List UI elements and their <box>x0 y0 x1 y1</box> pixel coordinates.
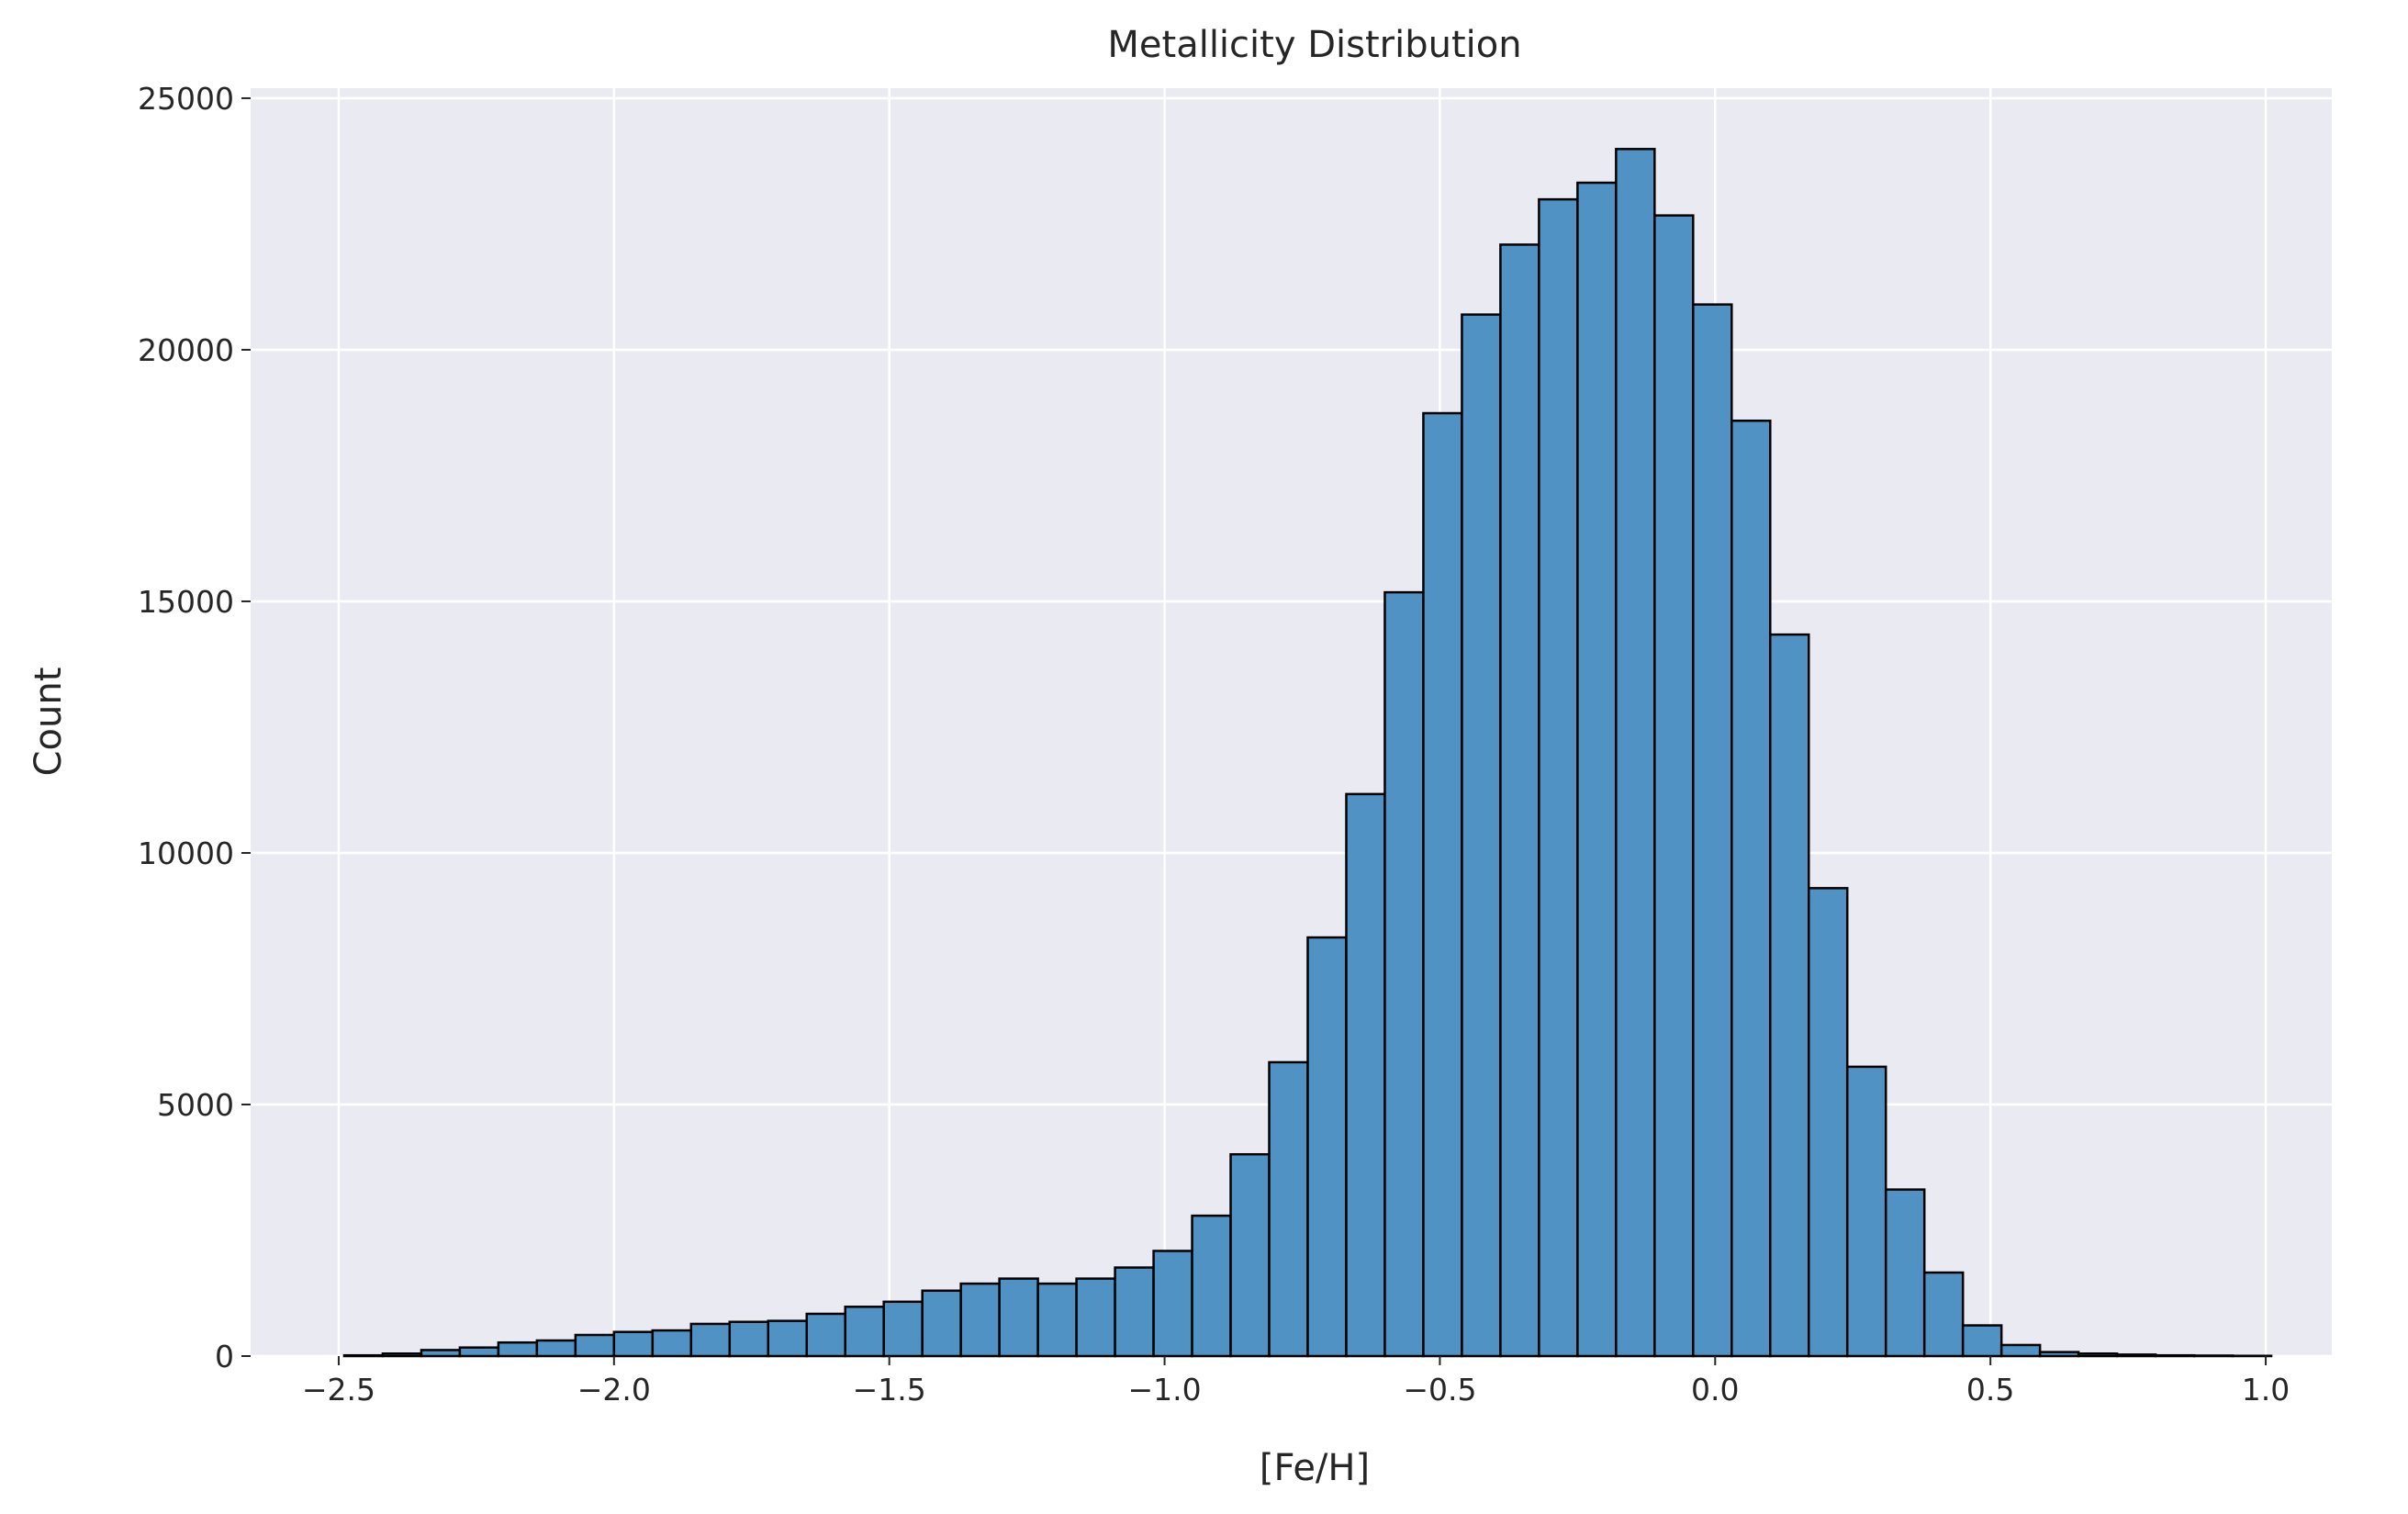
x-tick-label: 0.0 <box>1691 1372 1739 1407</box>
histogram-bar <box>1500 244 1539 1356</box>
histogram-bar <box>1115 1268 1154 1356</box>
histogram-bar <box>923 1291 961 1356</box>
histogram-bar <box>1346 794 1384 1356</box>
y-tick-label: 25000 <box>138 81 234 117</box>
histogram-bar <box>1924 1273 1963 1356</box>
histogram-bar <box>1809 888 1847 1356</box>
histogram-bar <box>1963 1326 2001 1356</box>
histogram-bar <box>1038 1284 1077 1356</box>
histogram-bar <box>537 1340 576 1356</box>
histogram-bar <box>1654 216 1693 1356</box>
y-axis-label: Count <box>28 667 70 777</box>
histogram-bar <box>1616 149 1654 1356</box>
histogram-bar <box>653 1330 691 1356</box>
histogram-bar <box>730 1322 768 1356</box>
histogram-bar <box>768 1321 807 1356</box>
histogram-bar <box>460 1348 498 1356</box>
histogram-bar <box>1154 1250 1193 1356</box>
x-tick-label: −1.5 <box>853 1372 926 1407</box>
y-tick-label: 20000 <box>138 332 234 368</box>
histogram-bar <box>1731 421 1770 1356</box>
x-axis-label: [Fe/H] <box>1260 1447 1370 1489</box>
histogram-bar <box>576 1335 614 1356</box>
histogram-bar <box>1577 183 1616 1356</box>
x-tick-label: −2.5 <box>302 1372 375 1407</box>
histogram-bar <box>884 1302 923 1356</box>
histogram-bar <box>1077 1279 1115 1356</box>
histogram-bar <box>614 1332 653 1356</box>
x-tick-label: −0.5 <box>1403 1372 1476 1407</box>
histogram-bar <box>1539 199 1577 1356</box>
histogram-bar <box>383 1353 421 1356</box>
x-tick-label: 0.5 <box>1966 1372 2014 1407</box>
histogram-bar <box>691 1324 730 1356</box>
histogram-bar <box>1847 1067 1886 1356</box>
y-tick-label: 0 <box>215 1339 234 1374</box>
histogram-bar <box>2078 1353 2117 1356</box>
histogram-bar <box>1886 1190 1924 1356</box>
histogram-bar <box>2117 1354 2156 1356</box>
y-tick-label: 5000 <box>157 1087 234 1123</box>
histogram-bar <box>1462 315 1500 1356</box>
histogram-bar <box>807 1314 846 1356</box>
histogram-bar <box>1693 305 1731 1356</box>
x-tick-label: −2.0 <box>577 1372 651 1407</box>
histogram-bar <box>1770 634 1809 1356</box>
histogram-bar <box>1384 592 1423 1356</box>
histogram-bar <box>1231 1154 1270 1356</box>
histogram-bar <box>1270 1062 1308 1356</box>
histogram-bar <box>1423 413 1462 1356</box>
histogram-bar <box>498 1342 537 1356</box>
histogram-bar <box>421 1350 460 1356</box>
histogram-bar <box>2001 1345 2040 1356</box>
x-tick-label: 1.0 <box>2242 1372 2290 1407</box>
x-tick-label: −1.0 <box>1127 1372 1201 1407</box>
histogram-bar <box>344 1355 383 1356</box>
histogram-bar <box>1307 937 1346 1356</box>
chart-title: Metallicity Distribution <box>1107 24 1521 66</box>
histogram-bar <box>2156 1355 2194 1356</box>
y-tick-label: 10000 <box>138 836 234 871</box>
y-tick-label: 15000 <box>138 584 234 620</box>
histogram-bar <box>1193 1216 1231 1356</box>
histogram-bar <box>2194 1355 2233 1356</box>
histogram-bar <box>2040 1352 2078 1356</box>
histogram-bar <box>846 1307 884 1356</box>
histogram-bar <box>1000 1279 1038 1356</box>
histogram-bar <box>961 1284 1000 1356</box>
